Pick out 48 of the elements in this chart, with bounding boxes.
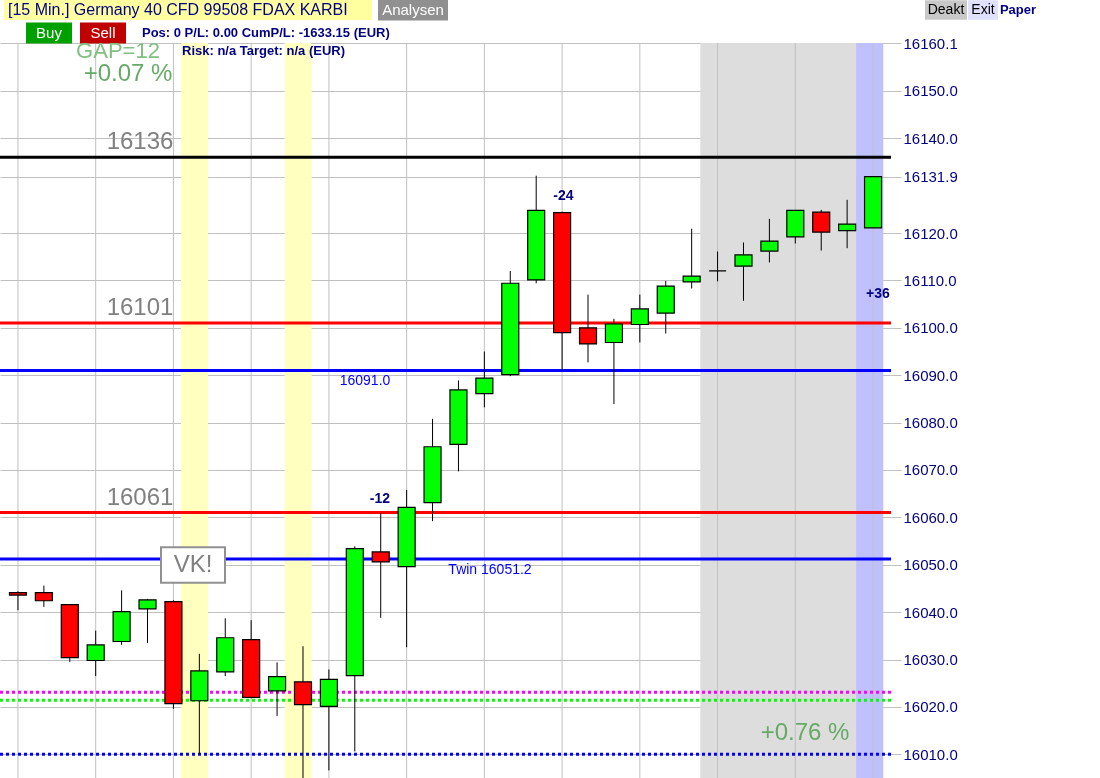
ref-line-label: 16091.0 xyxy=(339,372,391,389)
y-tick-label: 16120.0 xyxy=(903,224,958,242)
text: Analysen xyxy=(382,1,444,18)
y-tick-label: 16080.0 xyxy=(903,414,958,432)
annotation: -24 xyxy=(553,187,574,203)
text: Sell xyxy=(90,24,116,41)
ref-line-label: Twin 16051.2 xyxy=(448,561,532,578)
text: Exit xyxy=(971,1,995,17)
y-tick-label: 16040.0 xyxy=(903,603,958,621)
text: Paper xyxy=(999,2,1037,17)
y-tick-label: 16140.0 xyxy=(903,129,958,147)
text: Buy xyxy=(36,24,63,41)
candlestick xyxy=(8,590,28,611)
ref-line-label: 16061 xyxy=(106,482,174,510)
candlestick xyxy=(734,242,753,302)
y-tick-label: 16160.1 xyxy=(903,34,958,52)
y-tick-label: 16100.0 xyxy=(903,319,958,337)
annotation: -12 xyxy=(369,490,391,506)
candlestick xyxy=(760,218,779,263)
candlestick xyxy=(34,585,53,608)
y-tick-label: 16131.9 xyxy=(903,168,958,186)
annotation: VK! xyxy=(173,550,213,577)
ref-line-label: 16101 xyxy=(106,293,174,321)
text: Pos: 0 P/L: 0.00 CumP/L: -1633.15 (EUR) xyxy=(142,25,390,40)
annotation: +0.76 % xyxy=(760,718,850,745)
y-tick-label: 16060.0 xyxy=(903,508,958,526)
candlestick xyxy=(708,251,727,282)
candlestick xyxy=(86,630,105,677)
candlestick xyxy=(138,598,157,644)
ref-line-label: 16136 xyxy=(106,127,174,155)
y-tick-label: 16070.0 xyxy=(903,461,958,479)
candlestick xyxy=(293,645,313,778)
y-tick-label: 16110.0 xyxy=(903,271,957,289)
annotation: Risk: n/a Target: n/a (EUR) xyxy=(182,43,346,58)
candlestick xyxy=(812,209,831,252)
candlestick xyxy=(630,294,649,343)
y-tick-label: 16150.0 xyxy=(903,82,958,100)
text: Deakt xyxy=(927,1,965,17)
y-tick-label: 16050.0 xyxy=(903,556,958,574)
candlestick xyxy=(838,199,857,249)
y-tick-label: 16030.0 xyxy=(903,651,958,669)
candlestick xyxy=(604,318,624,405)
y-tick-label: 16020.0 xyxy=(903,698,958,716)
candlestick xyxy=(475,351,494,408)
y-tick-label: 16010.0 xyxy=(903,745,958,763)
annotation: +36 xyxy=(866,285,891,301)
chart-title: [15 Min.] Germany 40 CFD 99508 FDAX KARBI xyxy=(8,1,348,18)
y-tick-label: 16090.0 xyxy=(903,366,958,384)
